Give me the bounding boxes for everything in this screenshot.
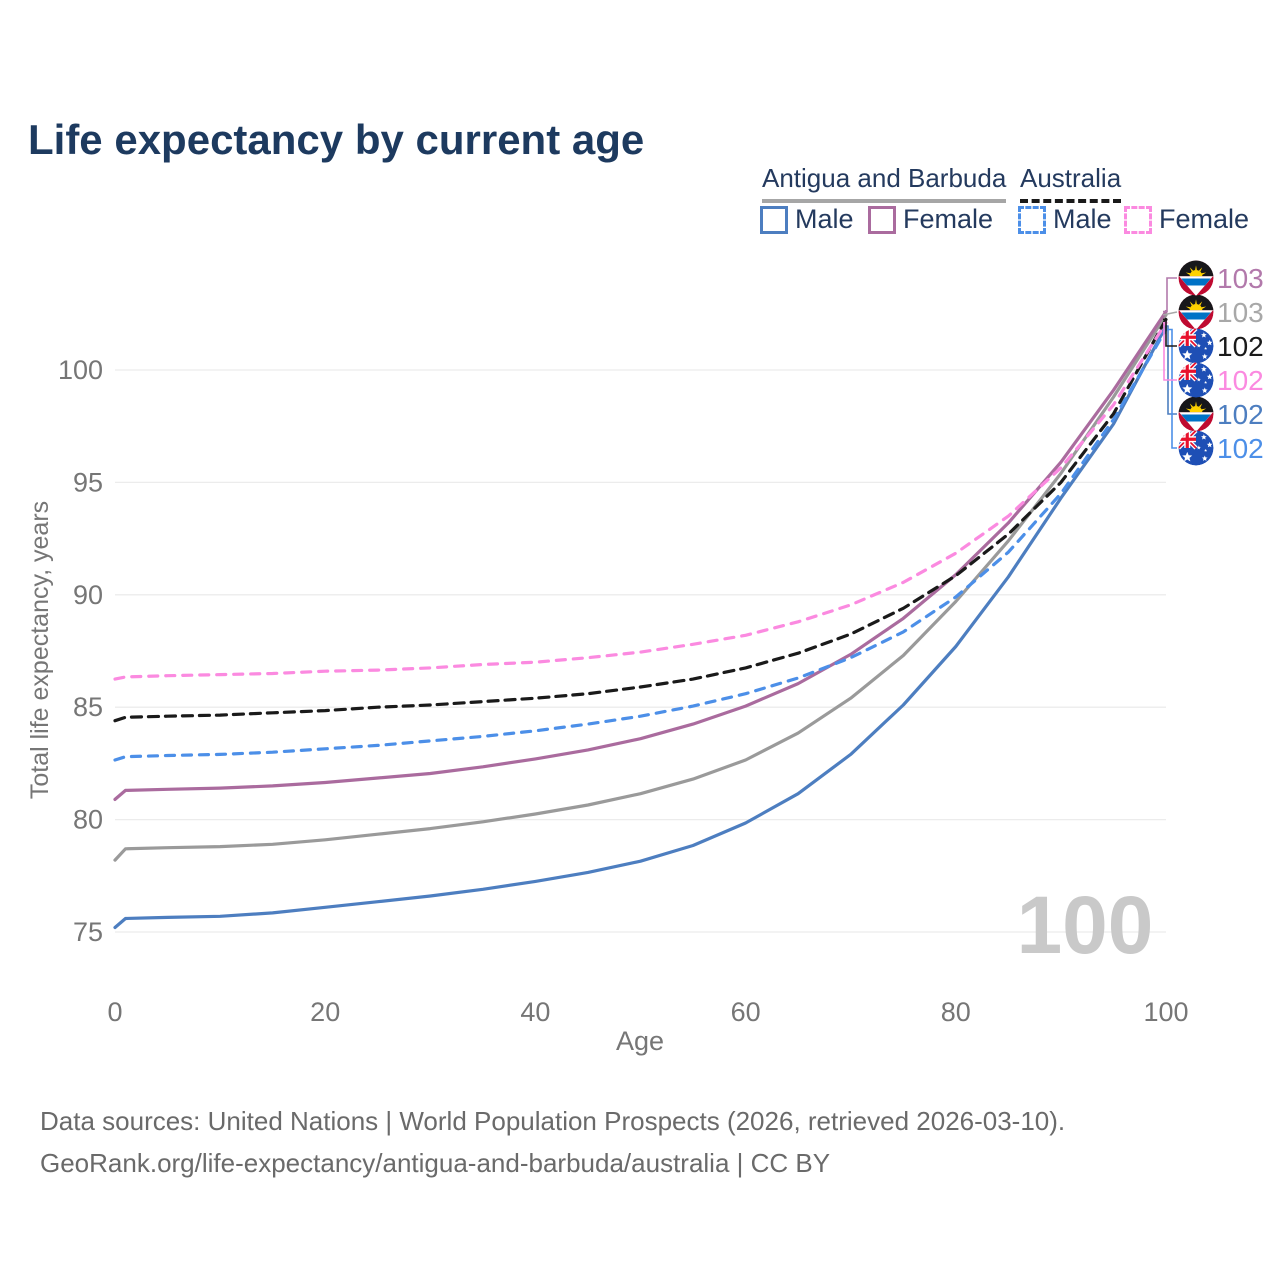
end-value-label: 102 [1217, 365, 1264, 396]
australia-flag-icon [1178, 328, 1214, 364]
end-value-label: 103 [1217, 297, 1264, 328]
x-tick-label: 100 [1143, 997, 1188, 1027]
y-tick-label: 85 [73, 692, 103, 722]
australia-male-swatch-icon [1018, 205, 1046, 234]
x-tick-label: 40 [520, 997, 550, 1027]
end-label-connector [1162, 311, 1178, 316]
y-tick-label: 80 [73, 805, 103, 835]
end-value-label: 103 [1217, 263, 1264, 294]
end-label-connector [1163, 322, 1177, 381]
end-label-connector [1163, 318, 1177, 347]
footer-data-sources: Data sources: United Nations | World Pop… [40, 1106, 1066, 1136]
x-tick-label: 80 [941, 997, 971, 1027]
footer-attribution-link: GeoRank.org/life-expectancy/antigua-and-… [40, 1148, 831, 1178]
end-value-label: 102 [1217, 331, 1264, 362]
legend-item-australia-female[interactable]: Female [1124, 204, 1249, 235]
x-tick-label: 0 [107, 997, 122, 1027]
antigua-male-swatch-icon [760, 205, 788, 234]
legend-item-australia-male[interactable]: Male [1018, 204, 1112, 235]
legend-item-antigua-female[interactable]: Female [868, 204, 993, 235]
watermark-age-counter: 100 [1017, 880, 1154, 971]
antigua-and-barbuda-flag-icon [1178, 294, 1214, 330]
australia-female-swatch-icon [1124, 205, 1152, 234]
y-axis-title: Total life expectancy, years [26, 501, 54, 799]
end-value-label: 102 [1217, 433, 1264, 464]
antigua-and-barbuda-flag-icon [1178, 396, 1214, 432]
australia-flag-icon [1178, 362, 1214, 398]
legend-group-antigua-label: Antigua and Barbuda [762, 163, 1007, 193]
legend-item-label: Male [795, 204, 854, 234]
legend: Antigua and Barbuda Australia Male Femal… [0, 0, 1280, 250]
x-tick-label: 20 [310, 997, 340, 1027]
x-axis-title: Age [616, 1026, 664, 1056]
series-line-australia-female[interactable] [113, 321, 1168, 681]
end-label-connector [1163, 328, 1177, 449]
legend-item-label: Male [1053, 204, 1112, 234]
australia-flag-icon [1178, 430, 1214, 466]
x-tick-label: 60 [731, 997, 761, 1027]
y-tick-label: 90 [73, 580, 103, 610]
antigua-female-swatch-icon [868, 205, 896, 234]
y-tick-label: 100 [58, 355, 103, 385]
legend-group-australia-label: Australia [1020, 163, 1122, 193]
series-line-antigua-and-barbuda-female[interactable] [113, 310, 1168, 802]
legend-group-australia[interactable]: Australia [1020, 163, 1122, 203]
legend-item-antigua-male[interactable]: Male [760, 204, 854, 235]
y-tick-label: 95 [73, 467, 103, 497]
series-line-antigua-and-barbuda-total[interactable] [113, 313, 1168, 862]
antigua-and-barbuda-flag-icon [1178, 260, 1214, 296]
legend-group-antigua-and-barbuda[interactable]: Antigua and Barbuda [762, 163, 1007, 203]
legend-item-label: Female [1159, 204, 1250, 234]
end-value-label: 102 [1217, 399, 1264, 430]
end-label-connector [1163, 277, 1177, 313]
series-line-australia-total[interactable] [113, 317, 1168, 723]
legend-item-label: Female [903, 204, 994, 234]
series-line-australia-male[interactable] [113, 327, 1168, 762]
series-line-antigua-and-barbuda-male[interactable] [113, 324, 1168, 930]
y-tick-label: 75 [73, 917, 103, 947]
page-title: Life expectancy by current age [28, 116, 645, 164]
